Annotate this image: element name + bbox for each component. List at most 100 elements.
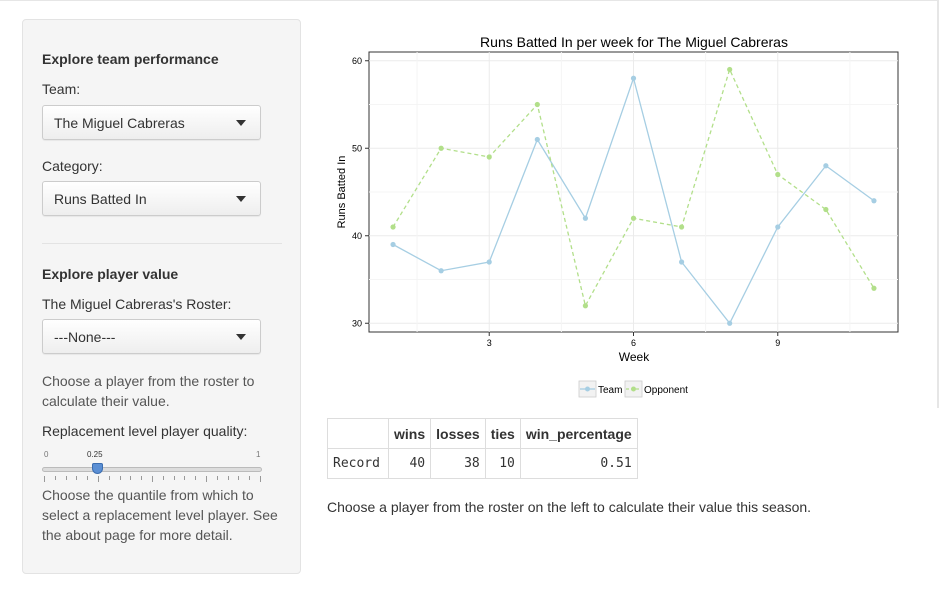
losses-cell: 38 bbox=[430, 448, 486, 479]
legend-label-team: Team bbox=[598, 385, 622, 396]
category-label: Category: bbox=[42, 158, 103, 174]
y-tick-label: 50 bbox=[352, 143, 362, 153]
slider-tick bbox=[184, 476, 186, 480]
roster-label: The Miguel Cabreras's Roster: bbox=[42, 296, 232, 312]
chart-title: Runs Batted In per week for The Miguel C… bbox=[480, 34, 788, 50]
roster-select-value: ---None--- bbox=[54, 329, 116, 345]
slider-tick bbox=[195, 476, 197, 480]
y-axis-label: Runs Batted In bbox=[336, 156, 348, 229]
quantile-slider[interactable] bbox=[42, 467, 262, 472]
slider-tick bbox=[76, 476, 78, 480]
table-header-wins: wins bbox=[387, 418, 432, 449]
table-header-win-percentage: win_percentage bbox=[519, 418, 638, 449]
slider-tick bbox=[216, 476, 218, 480]
data-point-opponent bbox=[871, 285, 877, 291]
slider-min-label: 0 bbox=[44, 450, 49, 459]
slider-label: Replacement level player quality: bbox=[42, 423, 248, 439]
slider-tick bbox=[238, 476, 240, 480]
slider-tick bbox=[173, 476, 175, 480]
slider-tick bbox=[65, 476, 67, 480]
data-point-team bbox=[823, 163, 829, 169]
table-header-ties: ties bbox=[484, 418, 521, 449]
data-point-opponent bbox=[678, 224, 685, 230]
data-point-opponent bbox=[534, 101, 540, 108]
table-row-name: Record bbox=[327, 448, 389, 479]
roster-select[interactable]: ---None--- bbox=[42, 319, 261, 354]
ties-cell: 10 bbox=[484, 448, 521, 479]
slider-tick bbox=[260, 476, 261, 482]
slider-tick bbox=[87, 476, 89, 480]
data-point-opponent bbox=[727, 66, 733, 73]
data-point-opponent bbox=[438, 145, 444, 151]
y-tick-label: 30 bbox=[352, 318, 362, 328]
team-label: Team: bbox=[42, 81, 81, 97]
data-point-opponent bbox=[390, 224, 396, 230]
slider-tick bbox=[98, 476, 99, 482]
chevron-down-icon bbox=[236, 334, 246, 340]
team-select[interactable]: The Miguel Cabreras bbox=[42, 105, 261, 140]
win-percentage-cell: 0.51 bbox=[519, 448, 638, 479]
roster-help-text: Choose a player from the roster to calcu… bbox=[42, 373, 255, 409]
data-point-team bbox=[534, 136, 540, 143]
axes: 30 40 50 60 3 6 9 bbox=[352, 56, 780, 348]
y-tick-label: 40 bbox=[352, 231, 362, 241]
slider-tick bbox=[206, 476, 207, 482]
grid bbox=[369, 52, 898, 332]
right-scroll-edge bbox=[937, 0, 939, 408]
data-point-team bbox=[871, 198, 877, 204]
slider-tick bbox=[54, 476, 56, 480]
legend-point-team bbox=[585, 386, 590, 392]
data-point-team bbox=[582, 215, 589, 221]
chevron-down-icon bbox=[236, 120, 246, 126]
slider-help-text: Choose the quantile from which to select… bbox=[42, 487, 278, 543]
data-point-team bbox=[775, 224, 781, 230]
player-section-heading: Explore player value bbox=[42, 266, 179, 282]
x-tick-label: 9 bbox=[775, 338, 780, 348]
y-tick-label: 60 bbox=[352, 56, 362, 66]
slider-handle[interactable] bbox=[92, 463, 103, 474]
top-border bbox=[0, 0, 939, 1]
data-point-opponent bbox=[630, 215, 637, 221]
section-divider bbox=[42, 243, 282, 244]
slider-tick bbox=[227, 476, 229, 480]
data-point-team bbox=[486, 259, 492, 265]
chevron-down-icon bbox=[236, 196, 246, 202]
chart-svg: Runs Batted In per week for The Miguel C… bbox=[336, 34, 899, 398]
team-select-value: The Miguel Cabreras bbox=[54, 115, 185, 131]
data-point-opponent bbox=[582, 303, 589, 309]
data-point-team bbox=[630, 75, 637, 81]
slider-value-label: 0.25 bbox=[87, 450, 103, 459]
slider-tick bbox=[130, 476, 132, 480]
main-help-text: Choose a player from the roster on the l… bbox=[327, 499, 812, 515]
slider-tick bbox=[162, 476, 164, 480]
data-point-team bbox=[678, 259, 685, 265]
legend-point-opponent bbox=[631, 386, 636, 392]
sidebar-panel: Explore team performance Team: The Migue… bbox=[22, 19, 301, 574]
data-point-team bbox=[390, 241, 396, 248]
data-point-team bbox=[438, 268, 444, 274]
data-point-team bbox=[727, 320, 733, 326]
legend-label-opponent: Opponent bbox=[644, 385, 688, 396]
slider-tick bbox=[108, 476, 110, 480]
slider-tick bbox=[119, 476, 121, 480]
slider-tick bbox=[141, 476, 143, 480]
table-header-row: wins losses ties win_percentage bbox=[327, 418, 638, 449]
slider-max-label: 1 bbox=[256, 450, 261, 459]
table-header-losses: losses bbox=[430, 418, 486, 449]
slider-tick bbox=[152, 476, 153, 482]
data-point-opponent bbox=[486, 154, 492, 160]
rbi-line-chart: Runs Batted In per week for The Miguel C… bbox=[327, 30, 937, 410]
x-tick-label: 3 bbox=[487, 338, 492, 348]
x-tick-label: 6 bbox=[631, 338, 636, 348]
wins-cell: 40 bbox=[387, 448, 432, 479]
slider-tick bbox=[249, 476, 251, 480]
table-header-blank bbox=[327, 418, 389, 449]
record-table: wins losses ties win_percentage Record 4… bbox=[327, 418, 638, 479]
data-point-opponent bbox=[775, 171, 781, 178]
slider-tick bbox=[44, 476, 45, 482]
team-section-heading: Explore team performance bbox=[42, 51, 219, 67]
category-select[interactable]: Runs Batted In bbox=[42, 181, 261, 216]
category-select-value: Runs Batted In bbox=[54, 191, 147, 207]
chart-legend: Team Opponent bbox=[578, 380, 688, 398]
x-axis-label: Week bbox=[619, 350, 650, 364]
